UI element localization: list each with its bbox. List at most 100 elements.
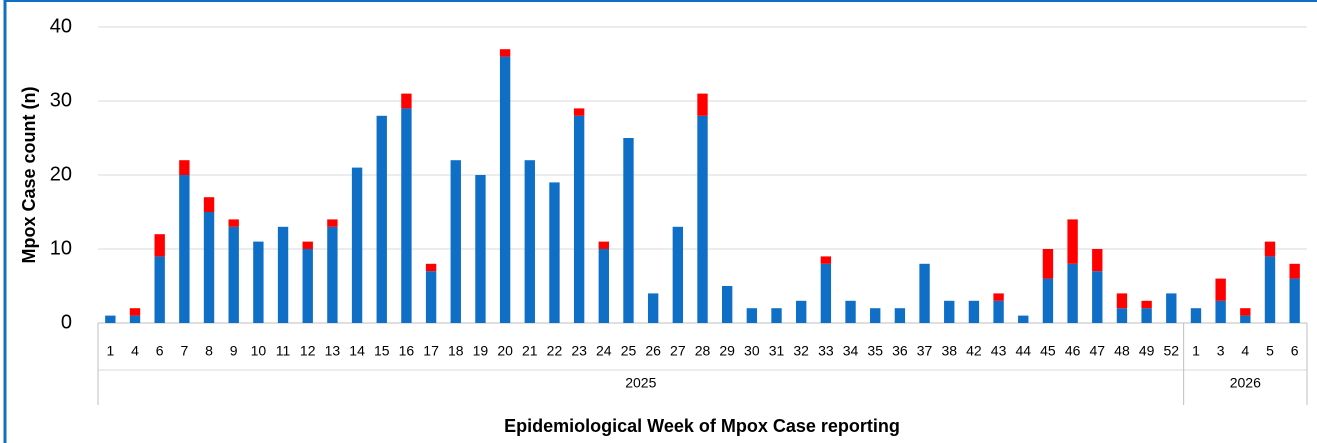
bar-segment [475, 175, 486, 323]
bar-segment [228, 219, 239, 227]
bar-segment [1240, 315, 1251, 323]
bar-segment [129, 315, 141, 323]
bar-segment [771, 308, 782, 323]
bar-segment [1092, 249, 1103, 272]
x-tick-label: 23 [571, 343, 587, 359]
y-tick-label: 0 [61, 311, 72, 333]
bar-segment [376, 115, 387, 323]
x-tick-label: 26 [645, 343, 661, 359]
bar-segment [697, 93, 708, 116]
x-tick-label: 20 [497, 343, 513, 359]
x-tick-label: 10 [251, 343, 267, 359]
bar-segment [203, 197, 215, 212]
bar-segment [1141, 308, 1152, 323]
y-tick-label: 10 [50, 237, 72, 259]
x-tick-label: 19 [473, 343, 489, 359]
x-tick-label: 21 [522, 343, 538, 359]
x-tick-label: 36 [892, 343, 908, 359]
bar-segment [327, 219, 338, 227]
bar-segment [1215, 278, 1226, 301]
bar-segment [1067, 263, 1078, 323]
bar-segment [425, 263, 437, 272]
bar-segment [697, 115, 708, 323]
bar-segment [327, 226, 338, 323]
bar-segment [524, 160, 535, 323]
bar-segment [105, 315, 116, 323]
bar-segment [203, 212, 215, 323]
y-tick-label: 30 [50, 89, 72, 111]
bar-segment [1240, 308, 1251, 316]
bar-segment [1116, 308, 1128, 323]
bar-segment [302, 241, 313, 249]
x-tick-label: 11 [276, 343, 291, 359]
x-tick-label: 32 [793, 343, 809, 359]
bar-segment [1067, 219, 1078, 264]
bar-segment [1116, 293, 1128, 309]
bar-segment [1018, 315, 1029, 323]
bar-segment [944, 300, 955, 323]
bar-segment [401, 108, 412, 324]
bar-segment [549, 182, 560, 323]
bar-segment [796, 300, 807, 323]
x-tick-label: 4 [131, 343, 139, 359]
bar-segment [919, 263, 930, 323]
bar-segment [154, 256, 165, 323]
y-tick-label: 40 [50, 15, 72, 37]
x-tick-label: 34 [843, 343, 859, 359]
bar-segment [1264, 256, 1276, 323]
bar-segment [154, 234, 165, 257]
bar-segment [401, 93, 412, 109]
bar-segment [499, 56, 511, 323]
x-tick-label: 6 [156, 343, 164, 359]
bar-segment [1141, 300, 1152, 309]
bar-segment [425, 271, 437, 323]
x-tick-label: 49 [1139, 343, 1155, 359]
bar-segment [870, 308, 881, 323]
bar-segment [129, 308, 141, 316]
bar-segment [179, 160, 190, 175]
bar-segment [647, 293, 659, 323]
x-tick-label: 12 [300, 343, 316, 359]
x-group-label: 2025 [625, 375, 656, 391]
bar-segment [1264, 241, 1276, 257]
y-axis-title: Mpox Case count (n) [19, 86, 39, 263]
bar-segment [746, 308, 758, 323]
bar-segment [1289, 278, 1300, 323]
x-tick-label: 25 [621, 343, 637, 359]
bar-segment [845, 300, 856, 323]
x-tick-label: 8 [205, 343, 213, 359]
x-tick-label: 42 [966, 343, 982, 359]
x-tick-label: 38 [941, 343, 957, 359]
x-tick-label: 16 [399, 343, 415, 359]
x-tick-label: 35 [867, 343, 883, 359]
bar-segment [1042, 249, 1054, 279]
x-tick-label: 18 [448, 343, 464, 359]
bar-segment [302, 249, 313, 323]
bar-segment [1166, 293, 1177, 323]
x-tick-label: 27 [670, 343, 686, 359]
x-tick-label: 1 [1192, 343, 1200, 359]
bar-segment [573, 115, 585, 323]
bar-segment [1092, 271, 1103, 323]
x-tick-label: 3 [1217, 343, 1225, 359]
bar-segment [450, 160, 461, 323]
bar-segment [623, 138, 634, 323]
x-tick-label: 14 [349, 343, 365, 359]
bar-segment [598, 241, 609, 249]
x-tick-label: 6 [1291, 343, 1299, 359]
bar-segment [1289, 263, 1300, 279]
bar-segment [228, 226, 239, 323]
bar-segment [277, 226, 289, 323]
x-tick-label: 33 [818, 343, 834, 359]
bar-segment [968, 300, 980, 323]
bar-segment [179, 175, 190, 323]
x-axis-title: Epidemiological Week of Mpox Case report… [504, 416, 900, 436]
x-tick-label: 17 [423, 343, 439, 359]
x-tick-label: 15 [374, 343, 390, 359]
x-tick-label: 46 [1065, 343, 1081, 359]
bar-segment [573, 108, 585, 116]
bar-segment [253, 241, 264, 323]
x-tick-label: 28 [695, 343, 711, 359]
bar-segment [1042, 278, 1054, 323]
x-tick-label: 47 [1089, 343, 1105, 359]
